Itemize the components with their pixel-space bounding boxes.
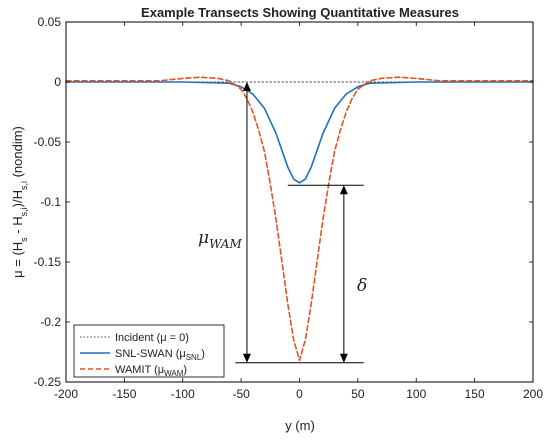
y-tick-label: 0.05 bbox=[38, 15, 62, 29]
y-label-unit: (nondim) bbox=[10, 126, 25, 181]
x-axis-label: y (m) bbox=[285, 418, 315, 433]
y-axis-label: μ = (Hs - Hs,i)/Hs,i (nondim) bbox=[10, 126, 29, 278]
series-line-swan bbox=[65, 81, 534, 184]
x-tick-label: -50 bbox=[232, 387, 250, 401]
x-tick-label: -150 bbox=[112, 387, 136, 401]
legend: Incident (μ = 0) SNL-SWAN (μSNL) WAMIT (… bbox=[73, 324, 225, 378]
legend-label-incident: Incident (μ = 0) bbox=[115, 332, 189, 344]
y-label-sub-si: s,i bbox=[19, 207, 29, 216]
mu-wam-subscript: WAM bbox=[209, 237, 242, 251]
y-label-minus: - H bbox=[10, 216, 25, 237]
y-tick-label: -0.1 bbox=[40, 195, 61, 209]
legend-label-wamit: WAMIT (μWAM) bbox=[115, 364, 187, 378]
mu-wam-annotation: μWAM bbox=[198, 228, 242, 251]
x-tick-label: -100 bbox=[171, 387, 195, 401]
y-label-sub-si2: s,i bbox=[19, 181, 29, 190]
x-tick-label: -200 bbox=[54, 387, 78, 401]
y-tick-label: -0.15 bbox=[34, 255, 62, 269]
x-tick-label: 200 bbox=[523, 387, 543, 401]
chart-title: Example Transects Showing Quantitative M… bbox=[141, 5, 459, 20]
mu-wam-symbol: μ bbox=[198, 228, 209, 248]
x-tick-label: 0 bbox=[296, 387, 303, 401]
plot-layer bbox=[65, 76, 534, 362]
y-tick-label: 0 bbox=[54, 75, 61, 89]
y-label-mu: μ bbox=[10, 270, 25, 278]
x-tick-label: 150 bbox=[465, 387, 485, 401]
mu-wam-arrow bbox=[242, 82, 251, 363]
y-label-sub-s: s bbox=[19, 237, 29, 242]
y-label-eq-open: = (H bbox=[10, 242, 25, 271]
legend-label-swan: SNL-SWAN (μSNL) bbox=[115, 348, 205, 362]
series-line-wamit bbox=[65, 76, 534, 362]
tick-layer: -200 -150 -100 -50 0 50 100 150 200 0.05 0 -0.05 -0.… bbox=[34, 15, 544, 401]
annotation-layer: μWAM δ bbox=[198, 82, 367, 364]
y-tick-label: -0.2 bbox=[40, 315, 61, 329]
x-tick-label: 100 bbox=[406, 387, 426, 401]
x-tick-label: 50 bbox=[351, 387, 365, 401]
y-tick-label: -0.05 bbox=[34, 135, 62, 149]
delta-annotation: δ bbox=[357, 276, 367, 296]
y-tick-label: -0.25 bbox=[34, 375, 62, 389]
delta-arrow bbox=[339, 185, 348, 363]
y-label-close: )/H bbox=[10, 190, 25, 207]
